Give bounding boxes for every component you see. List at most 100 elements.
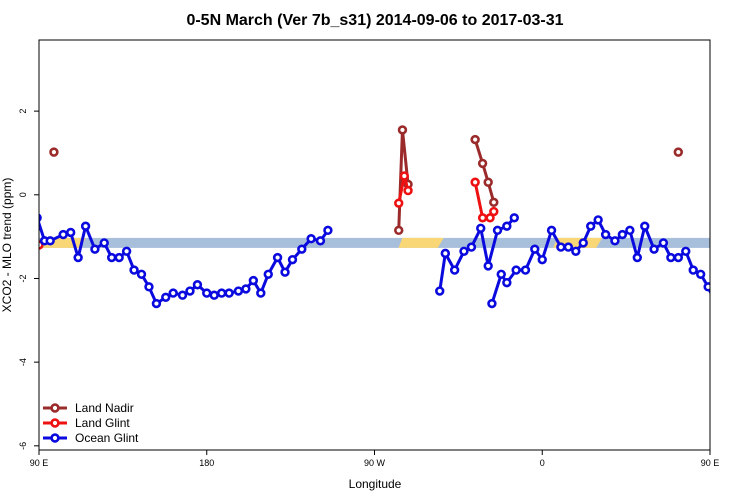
series-2 — [17, 213, 719, 309]
data-point — [209, 290, 219, 300]
data-point — [39, 213, 42, 223]
data-point — [640, 221, 650, 231]
data-point — [666, 252, 676, 263]
data-point — [695, 269, 706, 279]
x-tick-label: 180 — [199, 458, 214, 468]
data-point — [216, 288, 227, 298]
surface-band — [39, 237, 750, 248]
plot-area — [17, 125, 750, 309]
data-point — [106, 252, 117, 263]
data-point — [600, 229, 611, 240]
data-point — [688, 265, 698, 275]
data-point — [121, 246, 132, 256]
y-tick-label: 2 — [18, 109, 28, 114]
data-point — [625, 225, 635, 236]
data-point — [556, 242, 566, 252]
data-point — [58, 229, 68, 240]
data-point — [483, 261, 493, 271]
data-point — [502, 221, 512, 231]
data-point — [673, 252, 684, 263]
axes: 90 E 180 90 W 0 90 E-6-4-202 — [18, 109, 719, 468]
data-point — [537, 254, 547, 265]
data-point — [440, 248, 451, 259]
data-point — [403, 185, 413, 196]
series-layer — [17, 125, 734, 309]
data-point — [397, 125, 408, 135]
data-point — [578, 238, 588, 248]
data-point — [712, 300, 719, 307]
data-point — [287, 254, 298, 265]
legend-item: Land Glint — [43, 416, 130, 430]
series-line — [39, 245, 40, 247]
data-point — [477, 158, 488, 169]
data-point — [28, 214, 35, 221]
legend-swatch-marker — [50, 433, 60, 443]
data-point — [129, 265, 139, 275]
data-point — [485, 213, 495, 223]
legend-label: Land Glint — [75, 416, 130, 430]
legend-item: Ocean Glint — [43, 431, 139, 445]
legend-item: Land Nadir — [43, 401, 134, 415]
data-point — [496, 269, 506, 279]
data-point — [466, 242, 477, 252]
land-band-3 — [727, 238, 750, 248]
series-0 — [49, 125, 684, 236]
data-point — [80, 221, 91, 231]
data-point — [90, 244, 100, 254]
data-point — [185, 286, 195, 296]
land-band-1 — [398, 237, 444, 248]
data-point — [280, 267, 290, 277]
data-point — [477, 213, 488, 223]
data-point — [161, 292, 171, 302]
chart-title: 0-5N March (Ver 7b_s31) 2014-09-06 to 20… — [186, 12, 563, 29]
data-point — [17, 237, 24, 244]
y-axis-label: XCO2 - MLO trend (ppm) — [0, 178, 14, 313]
y-tick-label: -2 — [18, 274, 28, 282]
data-point — [99, 238, 109, 248]
legend-swatch-marker — [50, 418, 60, 428]
data-point — [632, 252, 643, 263]
data-point — [256, 288, 266, 298]
data-point — [323, 225, 333, 236]
data-point — [144, 282, 154, 292]
y-tick-label: 0 — [18, 192, 28, 197]
data-point — [23, 233, 30, 240]
data-point — [723, 214, 730, 221]
data-point — [593, 215, 603, 225]
data-point — [272, 252, 283, 263]
legend-label: Land Nadir — [75, 401, 134, 415]
data-point — [459, 246, 469, 256]
data-point — [45, 236, 55, 246]
data-point — [520, 265, 531, 275]
data-point — [489, 197, 499, 208]
x-tick-label: 90 E — [30, 458, 49, 468]
data-point — [449, 265, 460, 275]
data-point — [727, 244, 734, 251]
x-tick-label: 90 W — [364, 458, 386, 468]
data-point — [703, 282, 710, 292]
data-point — [28, 225, 35, 232]
data-point — [492, 225, 503, 236]
data-point — [263, 269, 273, 279]
data-point — [470, 177, 480, 187]
data-point — [476, 223, 486, 233]
series-1 — [28, 171, 734, 251]
data-point — [65, 227, 76, 238]
data-point — [248, 275, 259, 286]
data-point — [658, 238, 669, 248]
data-point — [49, 147, 59, 157]
data-point — [233, 286, 244, 296]
series-line — [727, 218, 734, 247]
data-point — [649, 244, 659, 254]
data-point — [306, 234, 316, 244]
y-tick-label: -4 — [18, 358, 28, 366]
data-point — [489, 206, 499, 217]
data-point — [315, 236, 326, 246]
x-tick-label: 0 — [540, 458, 545, 468]
data-point — [202, 288, 212, 298]
ocean-band — [39, 237, 710, 248]
data-point — [241, 284, 251, 294]
data-point — [470, 134, 480, 145]
